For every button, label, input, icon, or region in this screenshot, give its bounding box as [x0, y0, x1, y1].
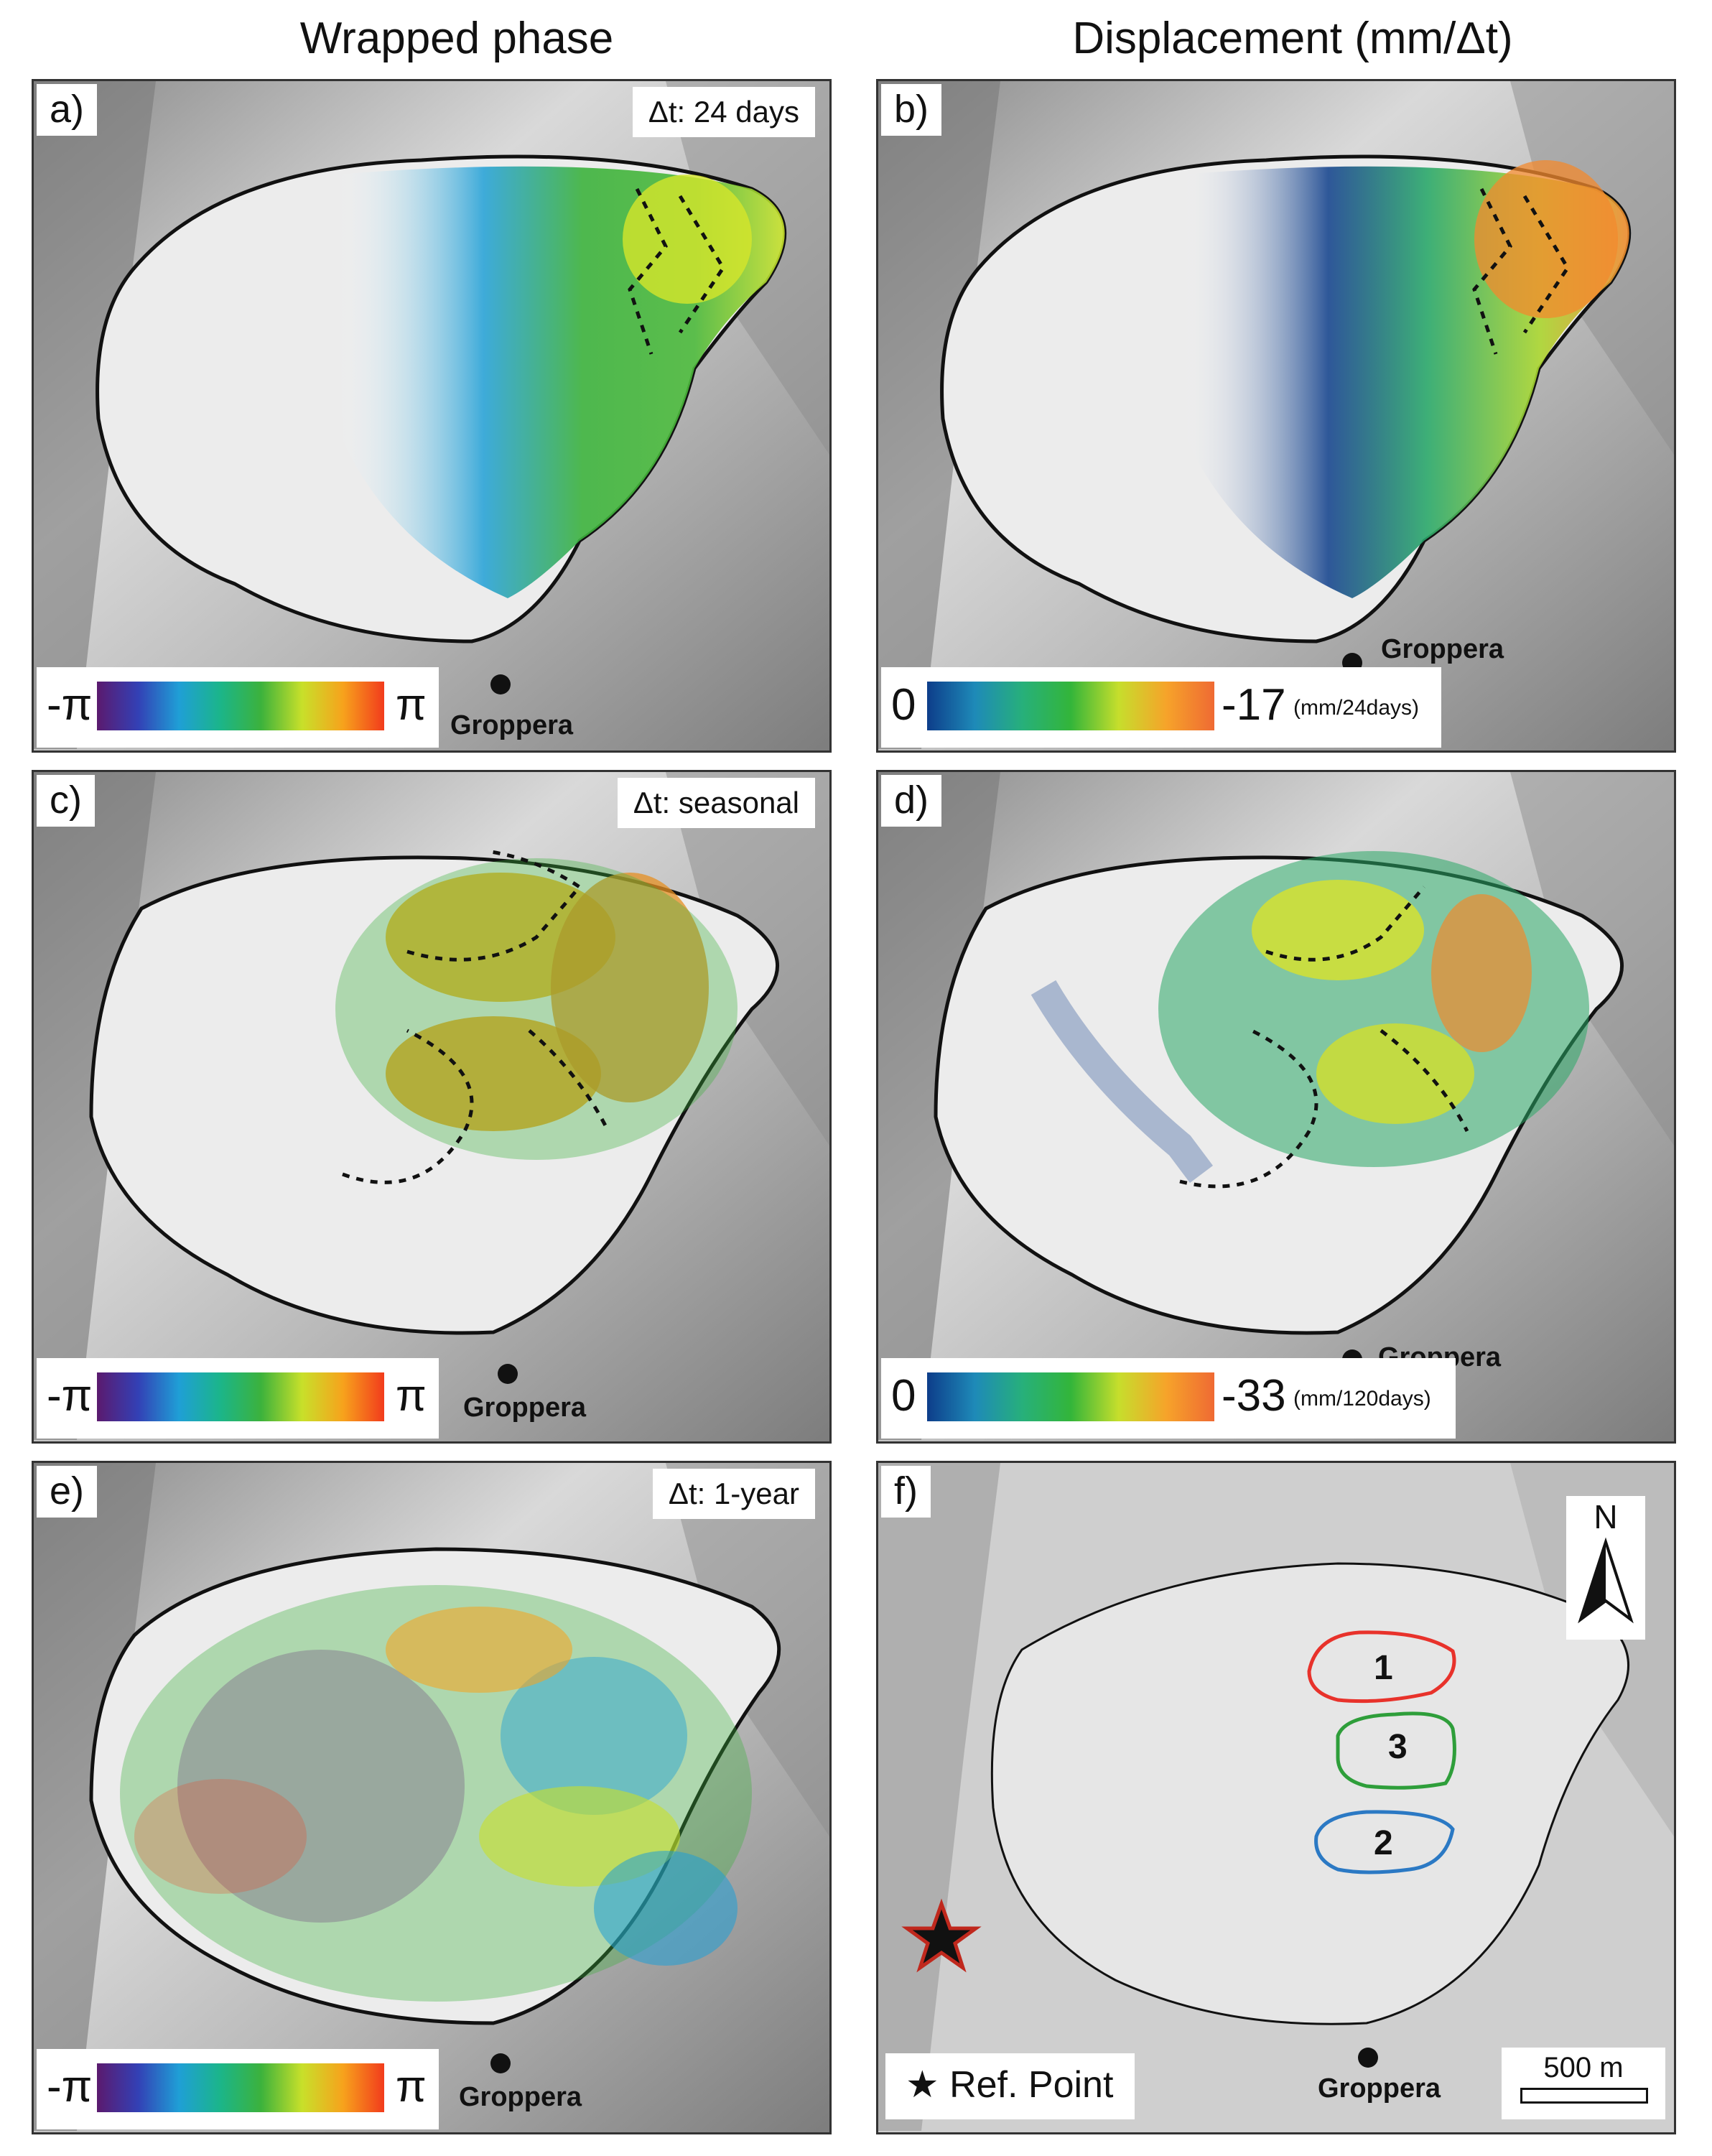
colorbar-min-label: -π [47, 2062, 93, 2111]
landslide-outline [990, 1562, 1629, 2025]
colorbar-max-label: -33 [1222, 1371, 1286, 1421]
colorbar-max-label: π [396, 1371, 427, 1421]
colorbar-ramp [97, 2063, 384, 2112]
panel-b-map [878, 81, 1674, 751]
panel-a-map [34, 81, 829, 751]
colorbar-min-label: -π [47, 1371, 93, 1421]
colorbar-ramp [97, 682, 384, 730]
colorbar-min-label: 0 [891, 680, 916, 730]
panel-f-location-map: f) N 1 3 2 Groppera ★ Ref. Point 500 m [876, 1461, 1676, 2134]
panel-letter: f) [881, 1466, 931, 1518]
place-label-groppera: Groppera [463, 1393, 587, 1423]
ref-star-icon: ★ [906, 2064, 939, 2106]
north-label: N [1594, 1498, 1618, 1535]
panel-e-map [34, 1463, 829, 2132]
place-label-groppera: Groppera [1318, 2073, 1441, 2104]
north-arrow: N [1566, 1496, 1645, 1640]
panel-letter: c) [37, 775, 95, 827]
colorbar-unit-label: (mm/24days) [1293, 696, 1420, 720]
panel-d-displacement-120-days: d) Groppera 0 -33 (mm/120days) [876, 770, 1676, 1444]
panel-letter: e) [37, 1466, 98, 1518]
zone-2-outline [1314, 1810, 1455, 1874]
phase-colorbar-legend: -π π [37, 1358, 439, 1439]
colorbar-max-label: π [396, 2062, 427, 2111]
colorbar-ramp [97, 1372, 384, 1421]
zone-1-outline [1307, 1630, 1456, 1704]
distance-scale-bar: 500 m [1502, 2048, 1665, 2119]
place-label-groppera: Groppera [1381, 634, 1504, 664]
zone-label-2: 2 [1374, 1824, 1393, 1862]
panel-b-displacement-24-days: b) Groppera 0 -17 (mm/24days) [876, 79, 1676, 753]
panel-d-map [878, 772, 1674, 1441]
zone-3-outline [1336, 1711, 1456, 1790]
time-interval-label: Δt: 1-year [652, 1469, 815, 1519]
reference-point-star [901, 1898, 982, 1973]
colorbar-min-label: 0 [891, 1371, 916, 1421]
panel-c-map [34, 772, 829, 1441]
panel-letter: a) [37, 84, 98, 136]
panel-a-wrapped-phase-24-days: a) Δt: 24 days Groppera -π π [32, 79, 832, 753]
colorbar-ramp [927, 1372, 1214, 1421]
scale-bar-graphic [1520, 2088, 1648, 2104]
right-column-title: Displacement (mm/Δt) [1072, 14, 1513, 63]
displacement-colorbar-legend: 0 -17 (mm/24days) [881, 667, 1441, 748]
colorbar-max-label: π [396, 680, 427, 730]
panel-letter: d) [881, 775, 942, 827]
scale-bar-label: 500 m [1543, 2052, 1624, 2083]
ref-point-label: Ref. Point [949, 2064, 1114, 2106]
colorbar-ramp [927, 682, 1214, 730]
place-label-groppera: Groppera [450, 710, 574, 740]
place-label-groppera: Groppera [459, 2082, 582, 2112]
phase-colorbar-legend: -π π [37, 2049, 439, 2129]
left-column-title: Wrapped phase [299, 14, 614, 63]
phase-colorbar-legend: -π π [37, 667, 439, 748]
panel-c-wrapped-phase-seasonal: c) Δt: seasonal Groppera -π π [32, 770, 832, 1444]
reference-point-legend: ★ Ref. Point [885, 2053, 1135, 2119]
time-interval-label: Δt: seasonal [617, 778, 815, 828]
displacement-colorbar-legend: 0 -33 (mm/120days) [881, 1358, 1456, 1439]
panel-e-wrapped-phase-1-year: e) Δt: 1-year Groppera -π π [32, 1461, 832, 2134]
panel-letter: b) [881, 84, 942, 136]
time-interval-label: Δt: 24 days [632, 87, 815, 137]
zone-label-1: 1 [1374, 1649, 1393, 1687]
colorbar-max-label: -17 [1222, 680, 1286, 730]
colorbar-min-label: -π [47, 680, 93, 730]
panel-f-map [878, 1463, 1674, 2132]
colorbar-unit-label: (mm/120days) [1293, 1387, 1431, 1411]
zone-label-3: 3 [1388, 1728, 1408, 1766]
